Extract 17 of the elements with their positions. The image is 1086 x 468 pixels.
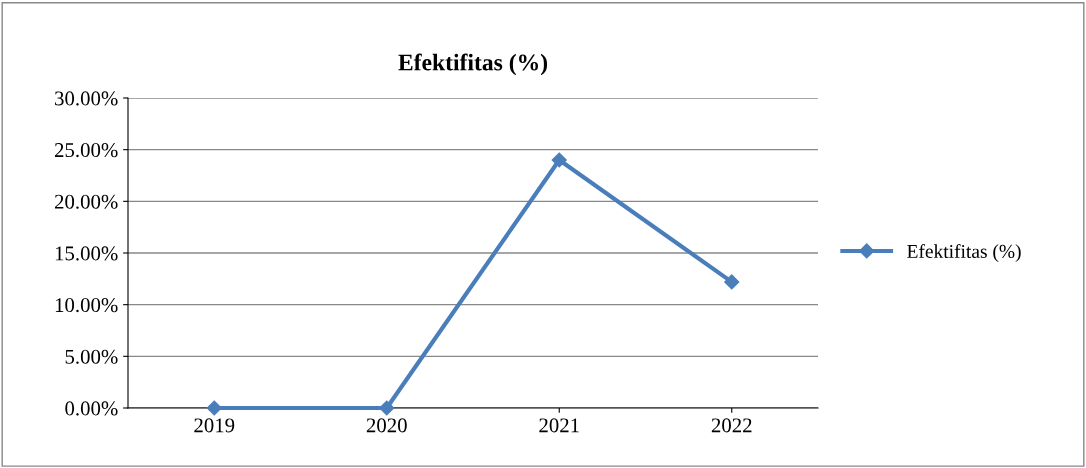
point — [206, 400, 222, 416]
x-tick-label: 2021 — [539, 418, 579, 433]
point — [724, 274, 740, 290]
chart-title: Efektifitas (%) — [398, 53, 548, 76]
y-tick-label: 0.00% — [65, 401, 118, 416]
y-tick-label: 25.00% — [54, 143, 118, 158]
legend-label: Efektifitas (%) — [907, 244, 1021, 262]
x-tick-label: 2019 — [194, 418, 235, 433]
point — [551, 152, 567, 168]
y-tick-label: 15.00% — [55, 246, 118, 261]
point — [379, 400, 395, 416]
y-tick-label: 20.00% — [54, 194, 118, 209]
x-tick-label: 2020 — [366, 418, 407, 433]
x-tick-label: 2022 — [711, 418, 752, 433]
y-tick-label: 5.00% — [65, 349, 118, 364]
y-tick-label: 30.00% — [55, 91, 118, 106]
y-tick-label: 10.00% — [55, 298, 118, 313]
